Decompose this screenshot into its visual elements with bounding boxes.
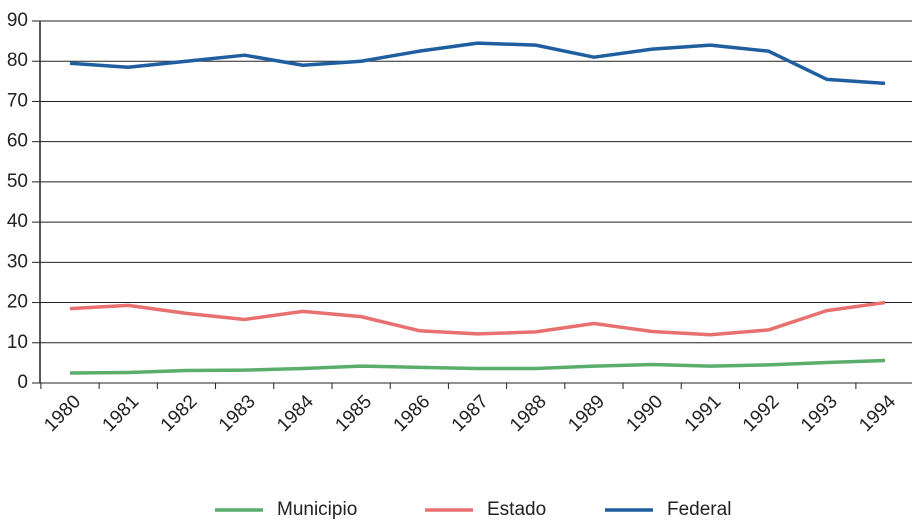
y-tick-label: 60 — [7, 131, 28, 152]
y-tick-label: 70 — [7, 90, 28, 111]
legend-label: Municipio — [277, 499, 357, 520]
series-line — [69, 358, 886, 375]
y-tick-label: 40 — [7, 211, 28, 232]
x-tick-label: 1981 — [99, 391, 144, 436]
x-tick-label: 1992 — [739, 391, 784, 436]
x-tick-label: 1984 — [273, 391, 318, 436]
legend-label: Estado — [487, 499, 546, 520]
series-line — [69, 300, 886, 337]
y-tick-label: 10 — [7, 332, 28, 353]
y-tick-label: 50 — [7, 171, 28, 192]
y-tick-label: 20 — [7, 292, 28, 313]
x-tick-label: 1991 — [681, 391, 726, 436]
x-tick-label: 1989 — [564, 391, 609, 436]
legend-label: Federal — [667, 499, 731, 520]
y-tick-label: 90 — [7, 10, 28, 31]
x-tick-label: 1987 — [448, 391, 493, 436]
y-tick-label: 30 — [7, 251, 28, 272]
x-tick-label: 1982 — [157, 391, 202, 436]
x-tick-label: 1988 — [506, 391, 551, 436]
y-tick-label: 80 — [7, 50, 28, 71]
series-line — [69, 41, 886, 86]
x-tick-label: 1990 — [622, 391, 667, 436]
x-tick-label: 1994 — [855, 391, 900, 436]
x-tick-label: 1986 — [390, 391, 435, 436]
x-tick-label: 1993 — [797, 391, 842, 436]
x-tick-label: 1983 — [215, 391, 260, 436]
x-tick-label: 1985 — [331, 391, 376, 436]
y-tick-label: 0 — [17, 372, 28, 393]
x-tick-label: 1980 — [40, 391, 85, 436]
